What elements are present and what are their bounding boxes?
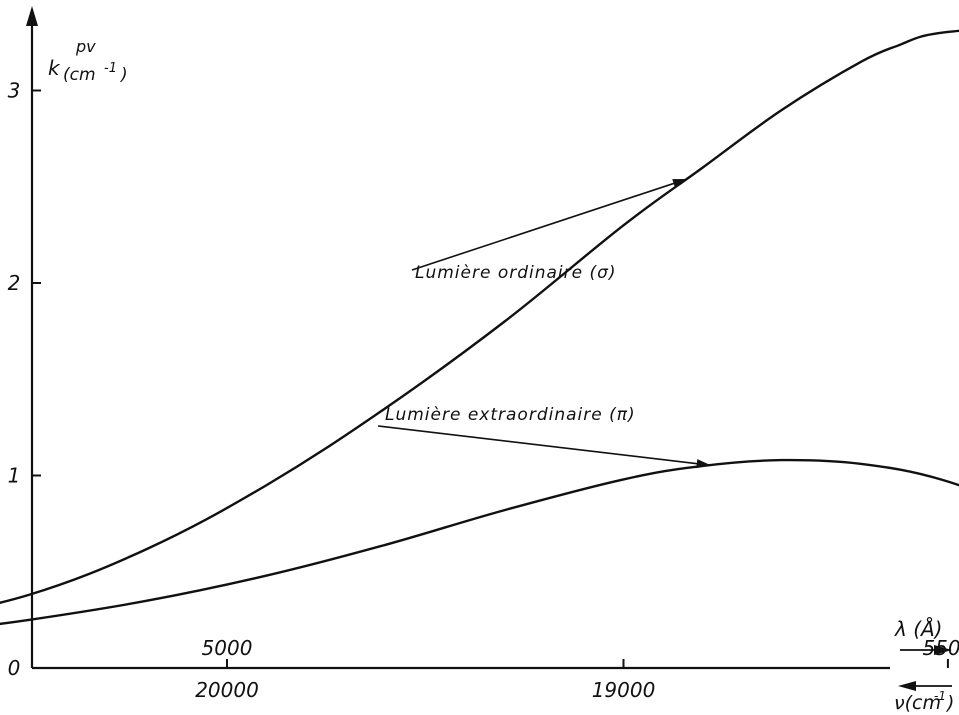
y-tick-label-0: 0: [8, 656, 21, 680]
annotation-label-0: Lumière ordinaire (σ): [415, 263, 617, 283]
wavenumber-axis-label: ν(cm: [894, 692, 941, 714]
series-line-extraordinaire: [0, 458, 959, 626]
annotation-arrow-icon-0: [672, 179, 687, 188]
annotation-arrow-icon-1: [696, 459, 711, 469]
y-axis-label-unit: (cm: [63, 65, 96, 85]
wavenumber-axis-label-exp: -1: [934, 689, 946, 703]
annotation-label-1: Lumière extraordinaire (π): [385, 405, 636, 425]
y-tick-label-1: 1: [8, 464, 21, 488]
wavelength-tick-label-5000: 5000: [202, 636, 253, 660]
wavelength-axis-label: λ (Å): [894, 617, 942, 641]
y-axis-arrow-icon: [26, 6, 38, 26]
wavenumber-axis-label-close: ): [945, 692, 954, 714]
y-axis-label-unit-close: ): [119, 65, 128, 85]
y-axis-label-superscript: pv: [75, 37, 96, 56]
wavelength-arrow-icon: [934, 645, 952, 655]
y-axis-label-unit-exp: -1: [104, 61, 117, 76]
y-tick-label-2: 2: [8, 271, 21, 295]
wavenumber-tick-label-19000: 19000: [592, 678, 656, 702]
wavenumber-arrow-icon: [898, 681, 916, 691]
y-axis-label-k: k: [48, 56, 61, 80]
y-tick-label-3: 3: [8, 79, 21, 103]
annotation-leader-0: [411, 178, 686, 271]
wavenumber-tick-label-20000: 20000: [195, 678, 259, 702]
annotation-leader-1: [377, 425, 709, 466]
series-line-ordinaire: [0, 29, 959, 604]
